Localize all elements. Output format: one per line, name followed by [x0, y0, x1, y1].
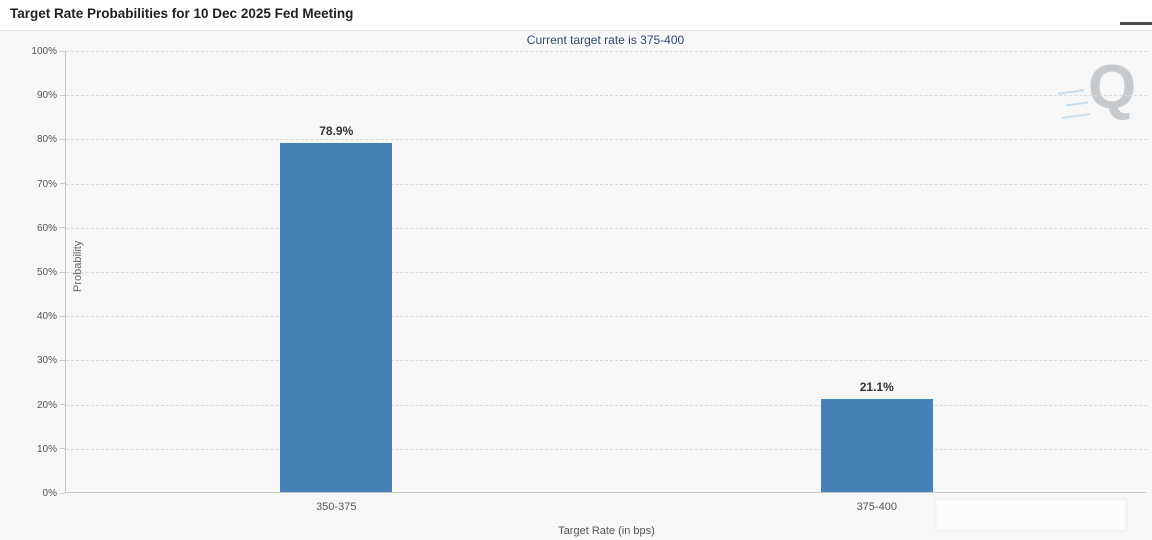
y-axis-tick	[60, 227, 65, 229]
gridline	[66, 272, 1147, 273]
gridline	[66, 448, 1147, 450]
gridline	[66, 404, 1147, 406]
faded-watermark	[935, 499, 1127, 531]
gridline	[66, 95, 1147, 97]
y-axis-tick	[60, 271, 65, 273]
y-axis-tick	[60, 315, 65, 317]
gridline	[66, 139, 1147, 141]
y-axis-tick-label: 100%	[31, 46, 57, 57]
y-axis-tick	[60, 404, 65, 406]
gridline	[66, 227, 1147, 229]
y-axis-tick	[60, 448, 65, 450]
chart-title: Target Rate Probabilities for 10 Dec 202…	[10, 6, 354, 21]
gridline	[66, 360, 1147, 362]
y-axis-tick	[60, 94, 65, 96]
x-axis-title: Target Rate (in bps)	[558, 525, 655, 537]
plot-area: Probability Target Rate (in bps) 0% 10% 20…	[31, 46, 1147, 537]
y-axis-tick	[60, 492, 65, 494]
gridline	[66, 183, 1147, 185]
bar-value-label: 21.1%	[859, 379, 894, 394]
gridline	[66, 316, 1147, 318]
chart-subtitle: Current target rate is 375-400	[526, 33, 685, 47]
bar-350-375[interactable]	[280, 143, 393, 492]
y-axis-tick-label: 30%	[36, 355, 57, 367]
y-axis-tick-label: 40%	[36, 311, 57, 323]
y-axis-tick	[60, 183, 65, 185]
quikstrike-logo-watermark: Q	[1088, 53, 1136, 122]
gridline	[66, 51, 1147, 52]
hamburger-menu-icon[interactable]	[1120, 11, 1152, 25]
y-axis-tick	[60, 138, 65, 140]
y-axis-tick-label: 80%	[36, 134, 57, 146]
y-axis-title: Probability	[72, 240, 84, 292]
y-axis-tick-label: 10%	[36, 443, 57, 455]
bar-375-400[interactable]	[820, 398, 933, 492]
y-axis-tick-label: 0%	[42, 488, 57, 499]
y-axis-tick	[60, 50, 65, 52]
chart-region: Current target rate is 375-400 Q Probabi…	[0, 30, 1152, 540]
y-axis-tick-label: 90%	[36, 90, 57, 102]
y-axis-tick	[60, 359, 65, 361]
y-axis-tick-label: 50%	[36, 267, 57, 278]
x-category-label: 350-375	[316, 501, 357, 513]
y-axis-tick-label: 20%	[36, 399, 57, 411]
x-category-label: 375-400	[856, 501, 897, 513]
y-axis-tick-label: 60%	[36, 222, 57, 234]
y-axis-tick-label: 70%	[36, 178, 57, 190]
hamburger-bar	[1120, 22, 1152, 25]
bar-value-label: 78.9%	[319, 124, 354, 139]
